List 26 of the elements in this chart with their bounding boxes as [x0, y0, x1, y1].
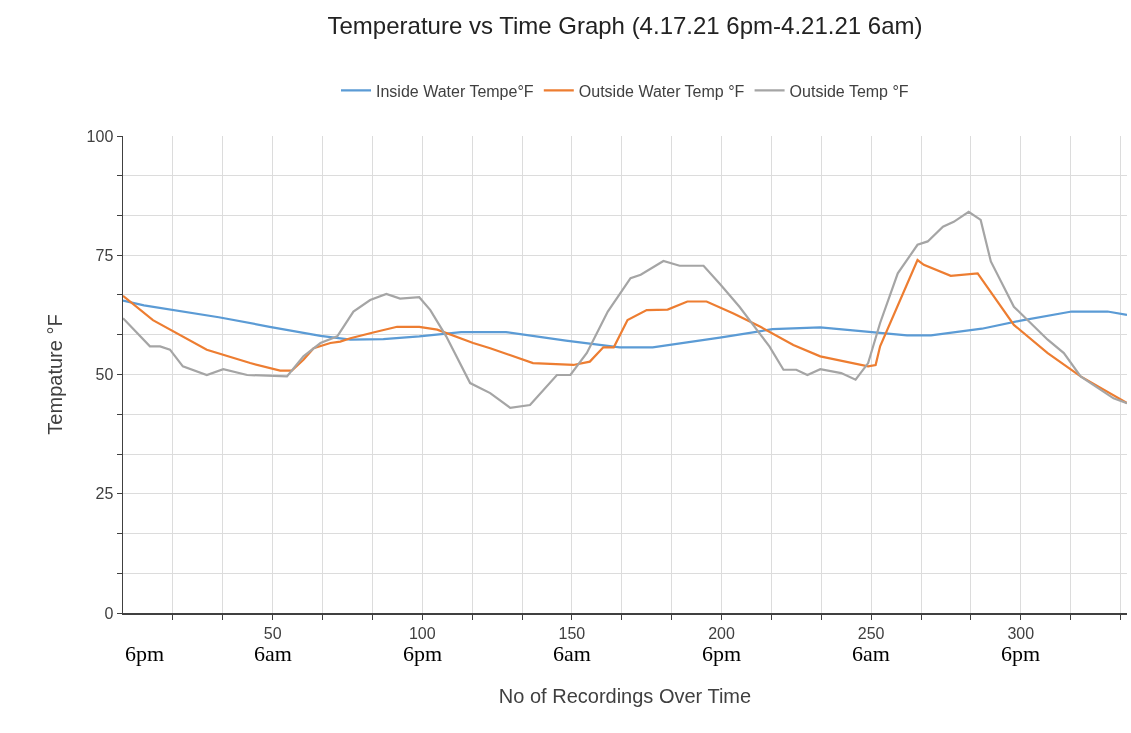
text: 6pm	[125, 641, 165, 666]
text: 6am	[254, 641, 292, 666]
text: 6pm	[403, 641, 443, 666]
x-axis-title: No of Recordings Over Time	[498, 684, 752, 707]
legend-label: Outside Temp °F	[789, 82, 909, 100]
y-tick-label: 100	[86, 127, 114, 145]
y-tick-label: 0	[104, 604, 114, 622]
x-tick-label: 300	[1007, 624, 1035, 642]
text: 6am	[553, 641, 591, 666]
line-series	[123, 299, 1127, 349]
x-tick-label: 100	[408, 624, 436, 642]
y-tick-label: 25	[95, 485, 114, 503]
y-tick-label: 50	[95, 366, 114, 384]
text: 6pm	[702, 641, 742, 666]
x-tick-label: 200	[708, 624, 735, 642]
line-series	[123, 210, 1127, 409]
text: 6pm	[1001, 641, 1041, 666]
legend-label: Outside Water Temp °F	[578, 82, 745, 100]
x-tick-label: 150	[558, 624, 586, 642]
x-tick-label: 250	[857, 624, 885, 642]
x-tick-label: 50	[263, 624, 282, 642]
chart-title: Temperature vs Time Graph (4.17.21 6pm-4.21.21 6am)	[327, 12, 923, 40]
y-tick-label: 75	[95, 246, 114, 264]
text: 6am	[852, 641, 890, 666]
legend-label: Inside Water Tempe°F	[376, 82, 534, 100]
y-axis-title: Tempature °F	[44, 314, 67, 435]
